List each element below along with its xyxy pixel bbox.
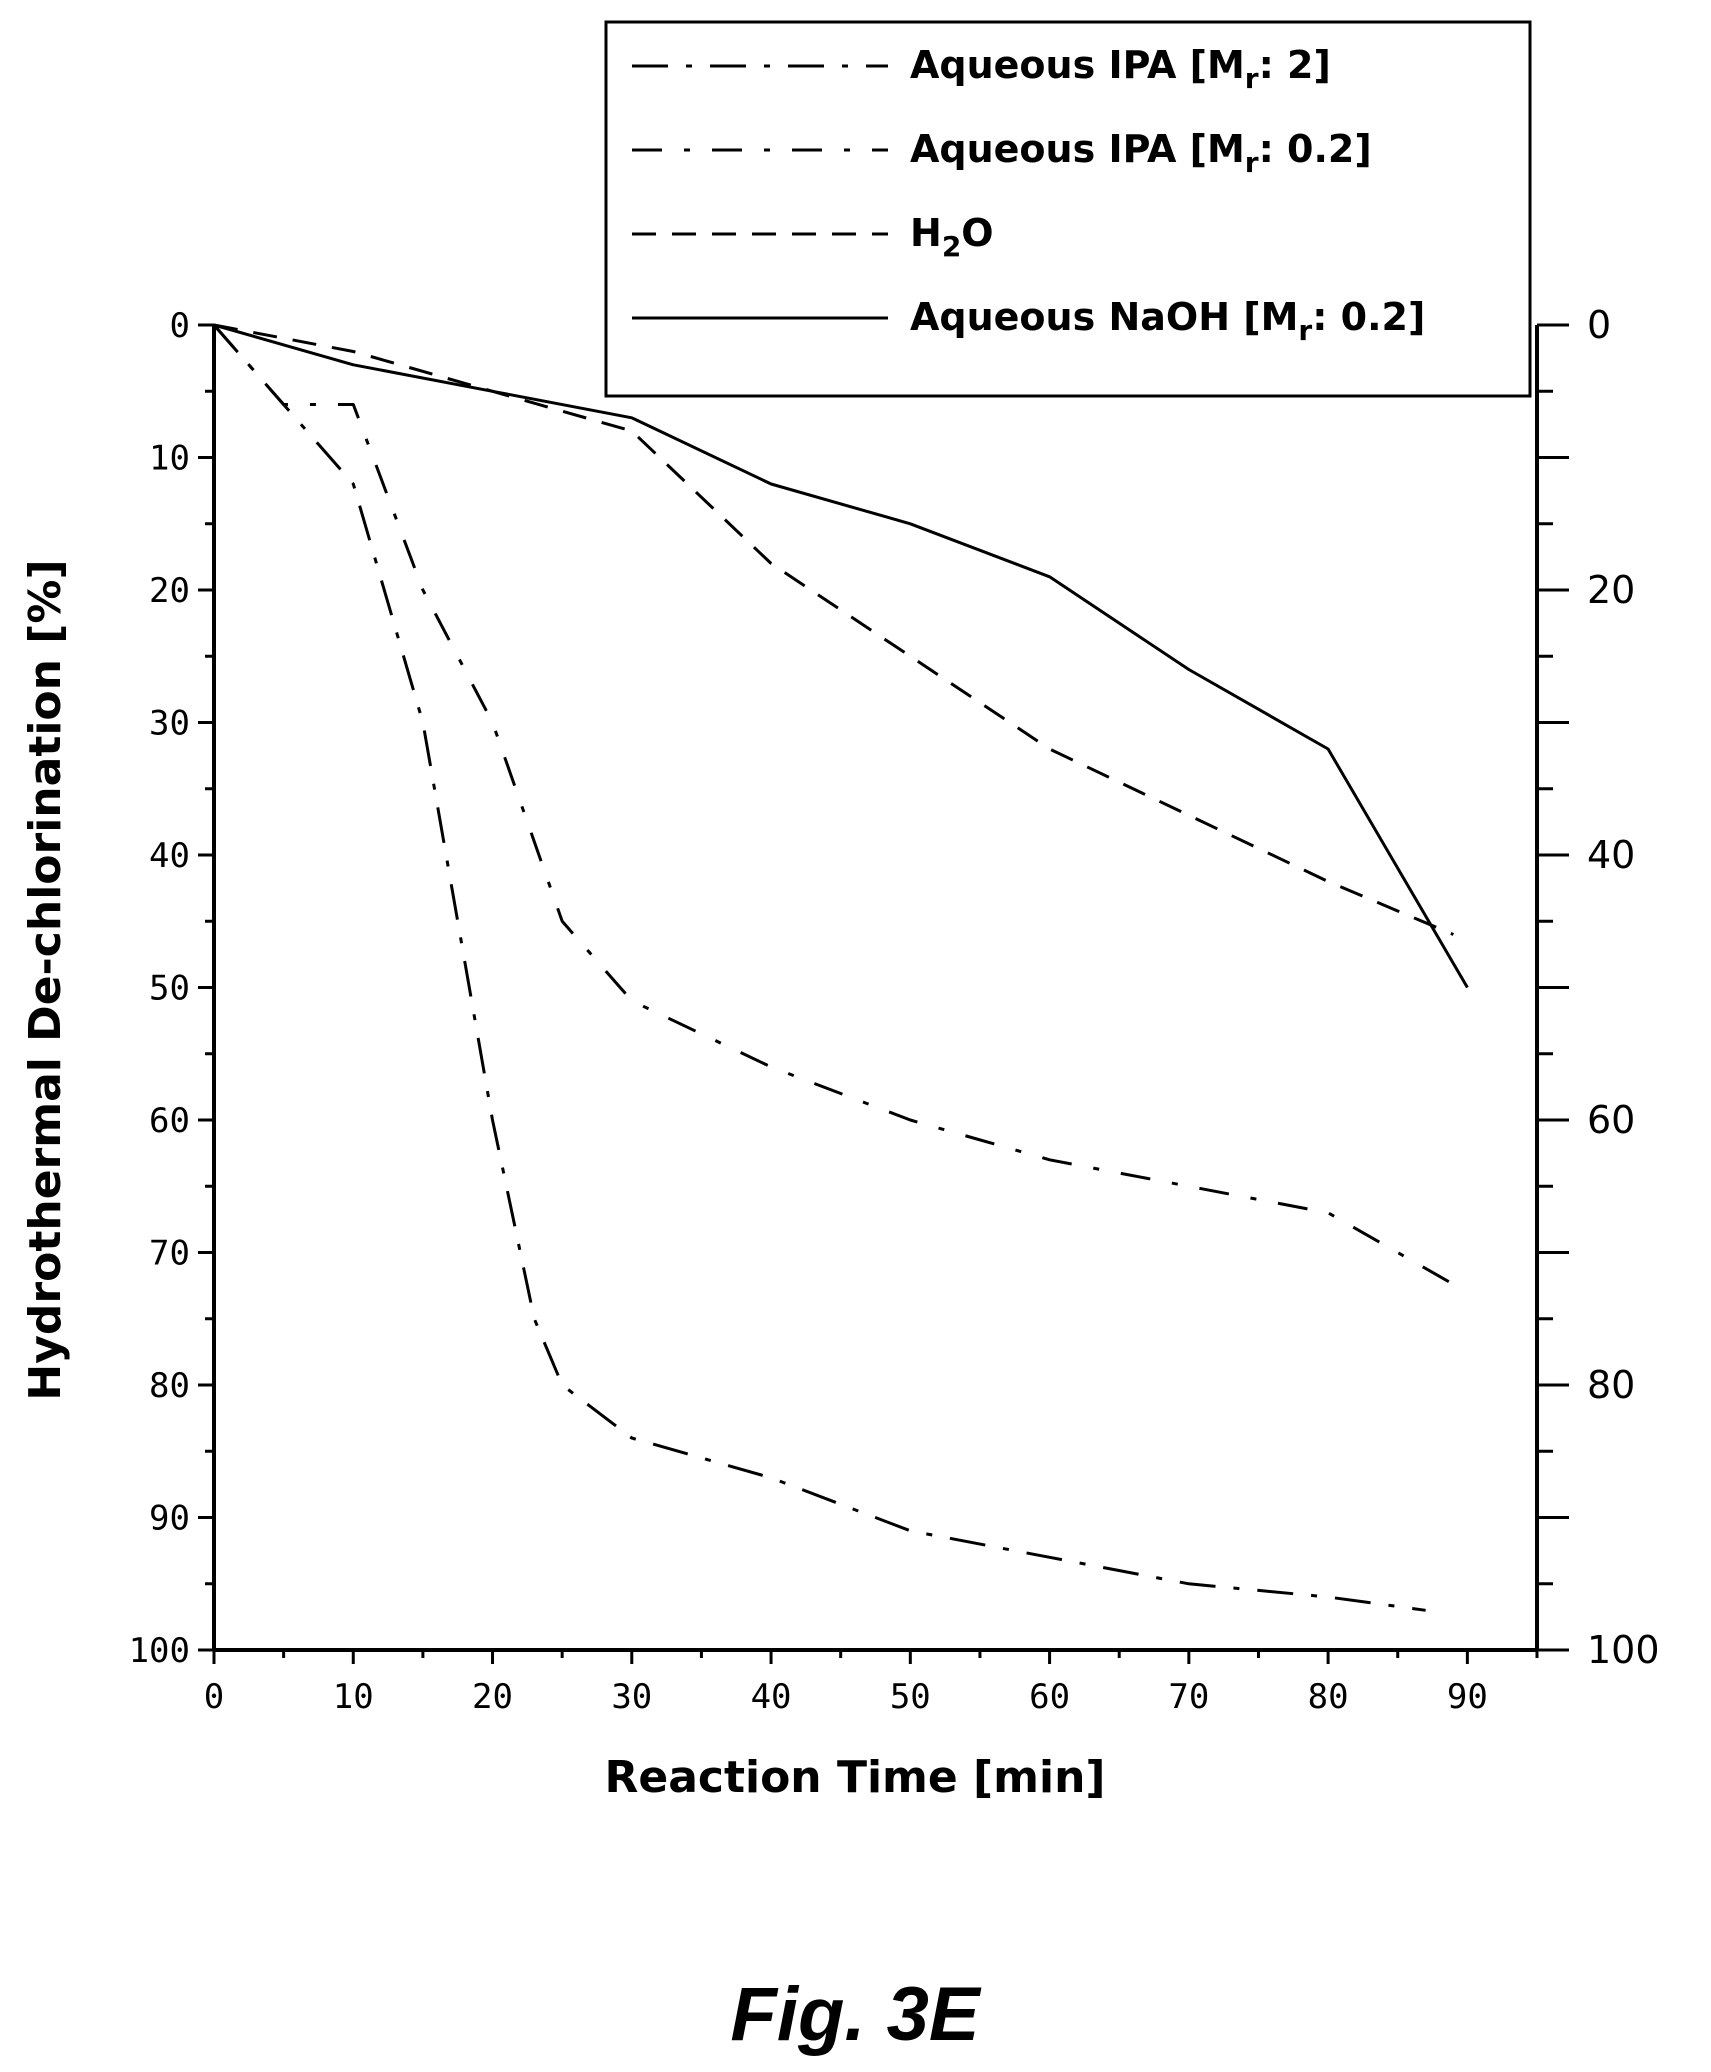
x-tick-label: 50: [890, 1677, 931, 1717]
y-left-tick-label: 80: [149, 1366, 190, 1406]
x-tick-label: 80: [1308, 1677, 1349, 1717]
legend-label: Aqueous IPA [Mr: 0.2]: [910, 127, 1372, 179]
y-left-tick-label: 90: [149, 1499, 190, 1539]
x-tick-label: 70: [1168, 1677, 1209, 1717]
y-right-tick-label: 100: [1587, 1628, 1660, 1672]
figure-caption: Fig. 3E: [730, 1972, 981, 2057]
y-right-tick-label: 0: [1587, 303, 1611, 347]
x-axis-title: Reaction Time [min]: [604, 1752, 1105, 1803]
legend-label: H2O: [910, 211, 994, 263]
legend-items: Aqueous IPA [Mr: 2] Aqueous IPA [Mr: 0.2]…: [632, 43, 1425, 347]
legend-label: Aqueous IPA [Mr: 2]: [910, 43, 1331, 95]
legend-label: Aqueous NaOH [Mr: 0.2]: [910, 295, 1425, 347]
y-ticks-right: 0 20 40 60 80 100: [1537, 303, 1660, 1672]
x-tick-label: 30: [611, 1677, 652, 1717]
x-ticks: 0 10 20 30 40 50 60 70 80 90: [204, 1650, 1539, 1717]
y-right-tick-label: 20: [1587, 568, 1635, 612]
y-right-tick-label: 40: [1587, 833, 1635, 877]
y-left-tick-label: 0: [170, 306, 190, 346]
axes: [212, 325, 1539, 1652]
y-left-tick-label: 70: [149, 1234, 190, 1274]
y-left-tick-label: 50: [149, 969, 190, 1009]
series-line-1: [212, 324, 1469, 1294]
y-right-tick-label: 60: [1587, 1098, 1635, 1142]
y-left-tick-label: 20: [149, 571, 190, 611]
x-tick-label: 20: [472, 1677, 513, 1717]
y-left-tick-label: 40: [149, 836, 190, 876]
x-tick-label: 40: [751, 1677, 792, 1717]
x-tick-label: 10: [333, 1677, 374, 1717]
x-tick-label: 60: [1029, 1677, 1070, 1717]
y-left-tick-label: 10: [149, 439, 190, 479]
series-line-2: [213, 323, 1454, 936]
y-left-tick-label: 60: [149, 1101, 190, 1141]
x-tick-label: 90: [1447, 1677, 1488, 1717]
y-right-tick-label: 80: [1587, 1363, 1635, 1407]
series-lines: [212, 323, 1469, 1612]
y-ticks-left: 0 10 20 30 40 50 60 70 80 90 100: [129, 306, 214, 1671]
x-tick-label: 0: [204, 1677, 224, 1717]
legend-box: [604, 20, 1532, 398]
series-line-3: [213, 323, 1469, 989]
y-axis-title: Hydrothermal De-chlorination [%]: [20, 559, 71, 1400]
y-left-tick-label: 30: [149, 704, 190, 744]
y-left-tick-label: 100: [129, 1631, 190, 1671]
legend: Aqueous IPA [Mr: 2] Aqueous IPA [Mr: 0.2]…: [604, 20, 1532, 398]
series-line-0: [212, 324, 1426, 1612]
